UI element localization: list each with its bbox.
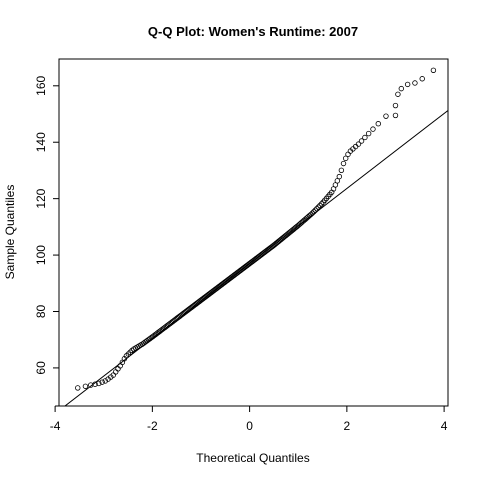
y-tick-label: 80	[34, 304, 48, 318]
x-tick-label: -4	[50, 419, 61, 433]
quantile-point	[365, 130, 372, 137]
quantile-point	[312, 207, 319, 213]
quantile-point	[82, 383, 89, 389]
quantile-point	[358, 138, 365, 144]
reference-line	[64, 109, 448, 406]
quantile-point	[338, 167, 345, 173]
x-tick-label: -2	[147, 419, 158, 433]
y-axis-label: Sample Quantiles	[3, 185, 17, 280]
quantile-point	[113, 369, 119, 375]
quantile-point	[309, 210, 316, 216]
quantile-point	[315, 204, 322, 210]
quantile-point-extreme	[419, 76, 425, 82]
quantile-point-extreme	[430, 67, 437, 73]
quantile-point	[127, 349, 133, 355]
chart-title: Q-Q Plot: Women's Runtime: 2007	[148, 24, 358, 39]
plot-frame	[58, 58, 449, 407]
quantile-point-extreme	[412, 80, 418, 86]
x-tick-label: 4	[441, 419, 448, 433]
quantile-point-extreme	[398, 85, 405, 92]
quantile-point-extreme	[395, 91, 401, 97]
quantile-point	[343, 155, 349, 162]
x-tick-label: 2	[344, 419, 351, 433]
quantile-point	[317, 202, 323, 209]
quantile-point	[362, 134, 368, 141]
quantile-point	[311, 209, 317, 215]
y-tick-label: 120	[34, 188, 48, 208]
quantile-point-extreme	[392, 112, 399, 119]
quantile-point	[340, 160, 347, 167]
quantile-point	[336, 173, 343, 180]
quantile-point	[370, 126, 376, 132]
quantile-point	[75, 385, 81, 391]
quantile-point	[355, 141, 362, 147]
x-tick-label: 0	[246, 419, 253, 433]
y-tick-label: 140	[34, 132, 48, 152]
quantile-point-extreme	[392, 102, 399, 109]
quantile-point	[308, 211, 314, 218]
quantile-point	[383, 113, 389, 119]
quantile-point	[99, 379, 105, 385]
y-tick-label: 60	[34, 361, 48, 375]
quantile-point	[96, 380, 102, 387]
x-axis-label: Theoretical Quantiles	[196, 451, 309, 465]
y-tick-label: 100	[34, 245, 48, 265]
y-tick-label: 160	[34, 75, 48, 95]
quantile-point	[314, 205, 320, 212]
quantile-point	[334, 178, 341, 184]
quantile-point	[375, 121, 381, 127]
quantile-point	[318, 201, 325, 207]
quantile-point	[345, 151, 351, 158]
quantile-point-extreme	[404, 81, 411, 88]
quantile-point	[92, 381, 98, 387]
